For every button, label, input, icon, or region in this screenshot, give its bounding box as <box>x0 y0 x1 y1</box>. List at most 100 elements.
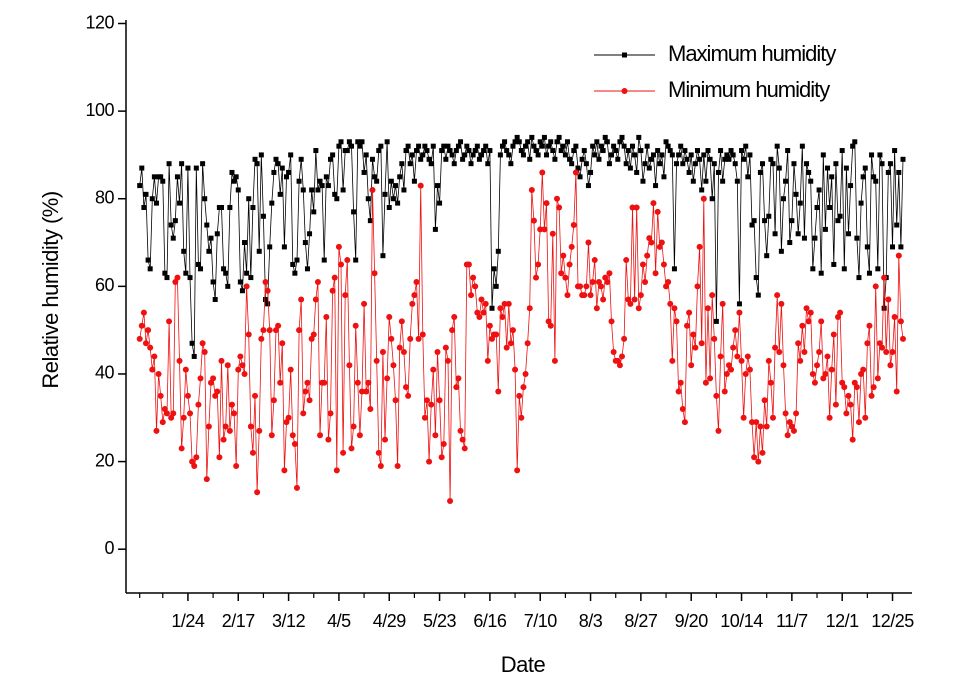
point <box>642 278 649 285</box>
point <box>681 419 688 426</box>
point <box>185 165 191 171</box>
point <box>369 156 375 162</box>
point <box>415 335 422 342</box>
point <box>549 230 556 237</box>
point <box>616 362 623 369</box>
point <box>288 152 294 158</box>
point <box>611 143 617 149</box>
point <box>400 349 407 356</box>
point <box>369 186 376 193</box>
point <box>474 143 480 149</box>
y-tick-label: 40 <box>95 363 115 383</box>
point <box>233 174 239 180</box>
point <box>514 134 520 140</box>
y-tick-label: 120 <box>85 12 114 32</box>
point <box>860 174 866 180</box>
point <box>426 458 433 465</box>
point <box>399 161 405 167</box>
point <box>170 410 177 417</box>
x-tick-label: 9/20 <box>675 611 709 631</box>
point <box>263 296 269 302</box>
point <box>509 327 516 334</box>
point <box>570 222 577 229</box>
point <box>505 300 512 307</box>
point <box>524 340 531 347</box>
point <box>182 366 189 373</box>
point <box>414 148 420 154</box>
point <box>422 143 428 149</box>
point <box>239 288 245 294</box>
point <box>292 270 298 276</box>
point <box>436 397 443 404</box>
point <box>250 204 256 210</box>
y-tick-label: 100 <box>85 100 114 120</box>
point <box>841 266 847 272</box>
point <box>247 423 254 430</box>
point <box>837 213 843 219</box>
point <box>602 134 608 140</box>
point <box>290 261 296 267</box>
point <box>141 204 147 210</box>
point <box>356 432 363 439</box>
point <box>694 283 701 290</box>
point <box>499 314 506 321</box>
point <box>501 300 508 307</box>
point <box>416 143 422 149</box>
point <box>197 375 204 382</box>
point <box>205 423 212 430</box>
point <box>766 213 772 219</box>
point <box>646 165 652 171</box>
point <box>569 161 575 167</box>
point <box>667 148 673 154</box>
point <box>879 344 886 351</box>
point <box>715 427 722 434</box>
point <box>451 161 457 167</box>
point <box>516 392 523 399</box>
x-tick-label: 8/27 <box>624 611 658 631</box>
point <box>709 196 715 202</box>
point <box>805 318 812 325</box>
point <box>307 231 313 237</box>
y-tick-label: 80 <box>95 187 115 207</box>
point <box>541 134 547 140</box>
point <box>751 218 757 224</box>
point <box>388 335 395 342</box>
point <box>642 161 648 167</box>
point <box>860 366 867 373</box>
point <box>550 148 556 154</box>
point <box>537 139 543 145</box>
point <box>585 183 591 189</box>
point <box>137 183 143 189</box>
point <box>650 200 657 207</box>
point <box>719 300 726 307</box>
point <box>749 419 756 426</box>
point <box>667 300 674 307</box>
point <box>441 143 447 149</box>
point <box>158 174 164 180</box>
point <box>824 353 831 360</box>
point <box>527 156 533 162</box>
point <box>497 152 503 158</box>
point <box>812 235 818 241</box>
point <box>799 322 806 329</box>
point <box>900 335 906 342</box>
point <box>811 379 818 386</box>
point <box>633 204 640 211</box>
point <box>784 432 791 439</box>
point <box>732 327 739 334</box>
point <box>869 152 875 158</box>
point <box>610 349 617 356</box>
point <box>868 392 875 399</box>
point <box>464 143 470 149</box>
point <box>367 218 373 224</box>
point <box>724 152 730 158</box>
point <box>810 266 816 272</box>
point <box>551 357 558 364</box>
point <box>379 349 386 356</box>
point <box>262 278 269 285</box>
point <box>298 296 305 303</box>
point <box>390 196 396 202</box>
point <box>304 379 311 386</box>
point <box>736 301 742 307</box>
point <box>783 178 789 184</box>
